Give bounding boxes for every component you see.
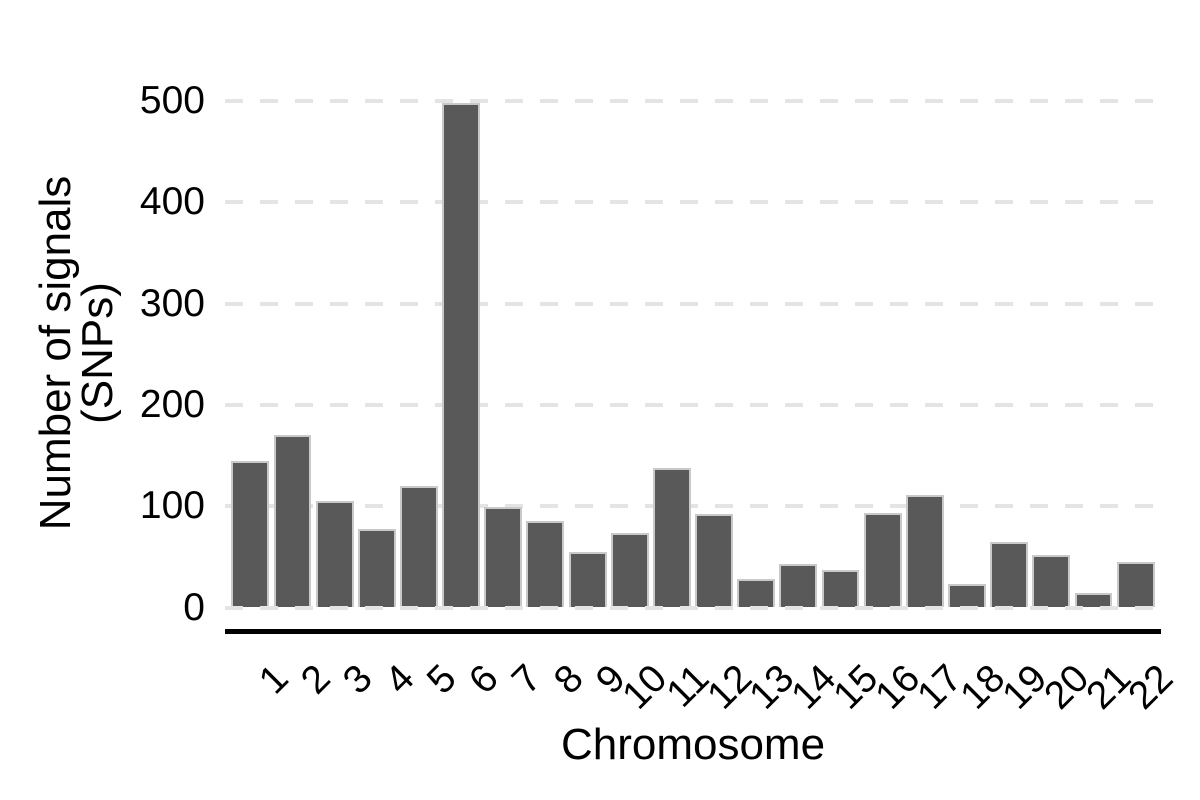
y-axis-title-line1: Number of signals [31, 175, 80, 531]
gridline-y400 [225, 200, 1161, 205]
gridline-y200 [225, 402, 1161, 407]
y-tick-label-300: 300 [139, 281, 205, 325]
x-tick-label-1: 1 [250, 656, 297, 703]
y-tick-label-400: 400 [139, 180, 205, 224]
y-tick-label-0: 0 [183, 585, 205, 629]
bar-chr2 [273, 435, 312, 608]
bar-chr19 [990, 541, 1029, 608]
bar-chr21 [1074, 593, 1113, 608]
x-tick-label-3: 3 [334, 656, 381, 703]
x-tick-label-5: 5 [419, 656, 465, 703]
gridline-y100 [225, 504, 1161, 509]
y-tick-label-200: 200 [139, 382, 205, 426]
y-axis-title-line2: (SNPs) [73, 282, 122, 424]
bar-chr13 [737, 579, 776, 608]
gridline-y300 [225, 301, 1161, 306]
bar-chr7 [484, 507, 523, 608]
x-axis-line [225, 629, 1161, 634]
x-axis-title: Chromosome [560, 720, 826, 769]
bar-chr1 [231, 460, 270, 608]
bar-chr18 [948, 584, 986, 608]
x-tick-label-2: 2 [292, 656, 339, 703]
bar-chr3 [315, 501, 354, 608]
y-tick-label-500: 500 [139, 79, 205, 122]
bar-chr20 [1032, 554, 1071, 608]
gridline-y500 [225, 99, 1161, 103]
bar-chr12 [695, 514, 733, 608]
bar-chr15 [821, 570, 860, 608]
x-tick-label-22: 22 [1120, 656, 1182, 718]
bar-chr8 [526, 521, 565, 608]
x-tick-label-4: 4 [377, 656, 423, 703]
bar-chr11 [652, 467, 691, 608]
bar-chr14 [779, 563, 818, 608]
bar-chr16 [863, 513, 902, 608]
bar-chr6 [442, 103, 481, 608]
x-tick-label-8: 8 [545, 656, 592, 703]
bar-chr4 [357, 529, 396, 608]
bar-chr10 [610, 532, 649, 608]
bar-chr17 [905, 495, 944, 608]
bar-chr9 [568, 551, 607, 608]
bar-chr5 [399, 485, 438, 608]
y-tick-label-100: 100 [139, 484, 205, 528]
gridline-y0 [225, 605, 1161, 610]
x-tick-label-6: 6 [461, 656, 508, 703]
y-axis-title: Number of signals (SNPs) [31, 175, 122, 531]
bar-chr22 [1116, 561, 1155, 608]
x-tick-label-7: 7 [503, 656, 550, 703]
